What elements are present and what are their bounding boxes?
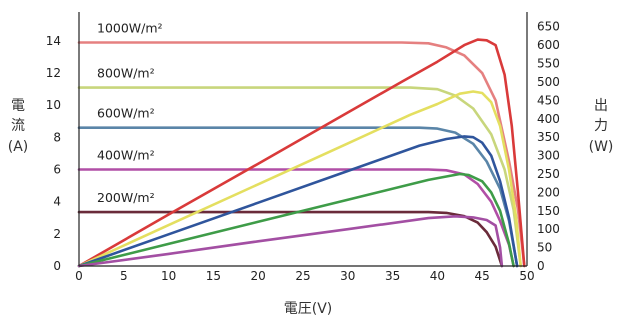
left-y-label-line-3: (A) [8, 139, 29, 155]
left-y-axis-label: 電 流 (A) [8, 98, 29, 155]
right-y-label-line-1: 出 [594, 98, 608, 114]
x-tick-label: 15 [206, 269, 221, 283]
left-y-tick-label: 6 [53, 163, 61, 177]
left-y-tick-label: 0 [53, 259, 61, 273]
x-tick-label: 30 [340, 269, 355, 283]
irradiance-labels: 1000W/m² 800W/m² 600W/m² 400W/m² 200W/m² [97, 21, 163, 206]
x-tick-label: 50 [519, 269, 534, 283]
left-y-tick-label: 4 [53, 195, 61, 209]
current-line-800 [77, 86, 522, 268]
right-y-tick-label: 50 [537, 241, 552, 255]
series-label-1000: 1000W/m² [97, 21, 163, 36]
x-tick-label: 25 [295, 269, 310, 283]
power-line-1000 [77, 38, 526, 268]
left-y-tick-label: 2 [53, 227, 61, 241]
left-y-label-line-1: 電 [11, 98, 25, 114]
chart-axes [78, 12, 528, 267]
right-y-tick-label: 450 [537, 93, 560, 107]
x-tick-label: 20 [251, 269, 266, 283]
series-label-600: 600W/m² [97, 106, 155, 121]
power-line-800 [77, 90, 522, 268]
right-y-tick-label: 500 [537, 75, 560, 89]
left-y-tick-label: 8 [53, 130, 61, 144]
x-tick-label: 0 [75, 269, 83, 283]
right-y-label-line-3: (W) [589, 139, 614, 155]
right-y-tick-label: 550 [537, 57, 560, 71]
x-tick-label: 40 [430, 269, 445, 283]
power-line-600 [77, 135, 519, 268]
series-label-400: 400W/m² [97, 148, 155, 163]
x-tick-label: 45 [475, 269, 490, 283]
right-y-label-line-2: 力 [594, 118, 608, 134]
left-y-tick-label: 14 [46, 34, 61, 48]
right-y-tick-label: 250 [537, 167, 560, 181]
x-tick-label: 35 [385, 269, 400, 283]
chart-ticks: 0 5 10 15 20 25 30 35 40 45 5002468101214050100150… [46, 20, 560, 283]
left-y-label-line-2: 流 [11, 118, 25, 134]
right-y-tick-label: 350 [537, 130, 560, 144]
right-y-tick-label: 600 [537, 38, 560, 52]
power-line-200 [77, 215, 504, 268]
x-tick-label: 10 [161, 269, 176, 283]
current-line-1000 [77, 41, 526, 268]
series-label-200: 200W/m² [97, 190, 155, 205]
x-axis-label: 電圧(V) [284, 301, 333, 317]
left-y-tick-label: 12 [46, 66, 61, 80]
series-label-800: 800W/m² [97, 66, 155, 81]
right-y-tick-label: 0 [537, 259, 545, 273]
right-y-axis-label: 出 力 (W) [589, 98, 614, 155]
left-y-tick-label: 10 [46, 98, 61, 112]
right-y-tick-label: 300 [537, 149, 560, 163]
x-tick-label: 5 [120, 269, 128, 283]
power-line-400 [77, 172, 515, 268]
right-y-tick-label: 200 [537, 185, 560, 199]
chart-lines [77, 38, 526, 268]
right-y-tick-label: 400 [537, 112, 560, 126]
current-line-200 [77, 210, 504, 268]
right-y-tick-label: 650 [537, 20, 560, 34]
right-y-tick-label: 100 [537, 222, 560, 236]
right-y-tick-label: 150 [537, 204, 560, 218]
